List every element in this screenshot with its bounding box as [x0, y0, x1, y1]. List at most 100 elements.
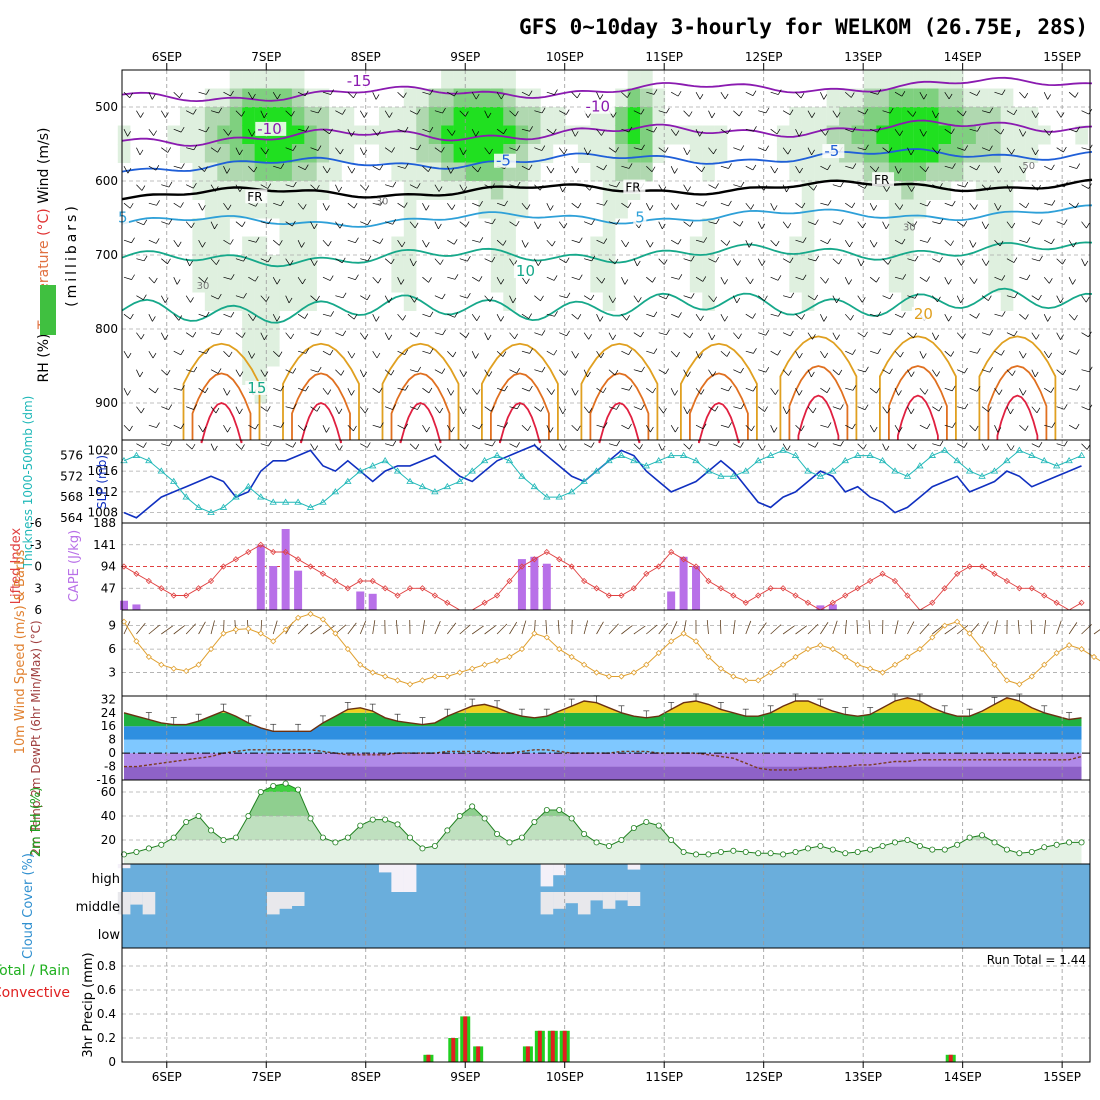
upper-wind-barb-flag	[591, 219, 595, 225]
rh-marker	[518, 834, 525, 841]
thickness-marker	[518, 472, 526, 479]
upper-wind-barb	[397, 313, 403, 321]
wind-speed-marker	[220, 630, 227, 637]
upper-wind-barb	[285, 110, 292, 117]
rh-shade-cell	[789, 144, 802, 163]
upper-wind-barb	[1081, 369, 1090, 373]
upper-wind-barb	[235, 110, 242, 117]
rh-shade-cell	[329, 125, 342, 145]
rh-shade-cell	[876, 107, 889, 126]
upper-wind-barb	[844, 240, 850, 248]
rh-shade-cell	[279, 162, 293, 182]
upper-wind-barb	[1006, 406, 1011, 415]
rh-marker	[991, 839, 998, 846]
rh-shade-cell	[1000, 236, 1014, 256]
upper-wind-barb-flag	[317, 366, 322, 373]
upper-wind-barb	[447, 166, 452, 174]
upper-wind-barb	[857, 443, 864, 450]
upper-wind-barb-flag	[414, 222, 419, 229]
rh-shade-cell	[602, 144, 616, 163]
upper-wind-barb-flag	[840, 219, 844, 225]
upper-wind-barb-flag	[666, 329, 670, 335]
upper-wind-barb	[161, 258, 168, 265]
thickness-marker	[480, 456, 489, 464]
precip-legend-conv: Convective	[0, 985, 70, 1001]
upper-wind-barb-flag	[1084, 260, 1089, 267]
upper-wind-barb-flag	[913, 332, 917, 339]
upper-wind-barb-flag	[230, 274, 235, 280]
rh-shade-cell	[267, 255, 280, 274]
rh-shade-cell	[926, 70, 939, 89]
upper-wind-barb-flag	[964, 403, 969, 409]
upper-wind-barb	[845, 424, 853, 430]
upper-wind-barb-flag	[351, 167, 356, 174]
upper-wind-barb-flag	[1038, 294, 1042, 301]
upper-wind-barb-flag	[653, 89, 658, 95]
upper-wind-barb-flag	[976, 164, 980, 171]
upper-wind-barb	[608, 184, 617, 188]
surface-wind-barb	[422, 620, 426, 635]
thickness-marker	[829, 467, 837, 474]
upper-wind-barb-flag	[438, 186, 443, 192]
cape-bar	[294, 570, 303, 610]
cape-bar	[828, 604, 837, 610]
upper-wind-barb	[571, 276, 580, 281]
upper-wind-barb	[670, 128, 677, 136]
upper-wind-barb-flag	[565, 109, 570, 115]
upper-wind-barb-flag	[752, 90, 757, 96]
rh-shade-cell	[291, 107, 305, 126]
upper-wind-barb-flag	[453, 239, 458, 245]
upper-wind-barb	[273, 165, 281, 169]
lifted-index-marker	[344, 585, 351, 592]
upper-wind-barb-flag	[489, 148, 493, 155]
rh-shade-cell	[963, 107, 977, 126]
lifted-index-marker	[568, 563, 575, 570]
upper-wind-barb-flag	[865, 366, 869, 373]
isotherm-freezing	[121, 178, 1093, 201]
upper-wind-barb	[882, 332, 891, 336]
upper-wind-barb-flag	[140, 407, 145, 414]
upper-wind-barb-flag	[293, 181, 297, 188]
upper-wind-barb	[372, 202, 381, 206]
upper-wind-barb	[422, 203, 427, 211]
rh-marker	[867, 846, 874, 853]
rh-marker	[456, 813, 463, 820]
rh-shade-cell	[403, 144, 417, 163]
upper-wind-barb	[683, 332, 691, 339]
upper-wind-barb	[434, 147, 442, 153]
upper-wind-barb	[708, 258, 716, 263]
upper-wind-barb	[1043, 92, 1048, 100]
upper-wind-barb	[385, 221, 393, 225]
rh-shade-cell	[267, 273, 280, 293]
upper-wind-barb-flag	[827, 422, 832, 428]
upper-wind-barb-flag	[268, 218, 272, 224]
upper-wind-barb	[869, 425, 875, 433]
thickness-marker	[269, 498, 277, 505]
rh-shade-cell	[267, 107, 280, 126]
upper-wind-barb	[745, 91, 754, 96]
upper-wind-barb-flag	[661, 223, 666, 230]
upper-wind-barb-flag	[378, 387, 383, 394]
upper-wind-barb-flag	[465, 111, 469, 117]
cloud-cell	[378, 864, 392, 873]
thickness-marker	[742, 467, 750, 474]
surface-wind-barb	[782, 625, 795, 635]
upper-wind-barb	[1044, 387, 1052, 393]
rh-shade-cell	[192, 181, 206, 200]
upper-wind-barb	[558, 369, 566, 376]
warm-isotherm-loop	[788, 365, 849, 440]
isotherm-label: FR	[247, 190, 262, 204]
rh-shade-cell	[378, 107, 392, 126]
upper-wind-barb	[621, 128, 630, 133]
upper-wind-barb	[521, 240, 526, 248]
isotherm-label-bg	[255, 121, 287, 136]
upper-wind-barb	[708, 295, 714, 302]
rh-shade-cell	[329, 107, 342, 126]
rh-shade-cell	[341, 107, 355, 126]
upper-wind-barb-flag	[711, 334, 716, 341]
upper-wind-barb-flag	[823, 316, 828, 322]
upper-wind-barb	[198, 387, 206, 394]
upper-wind-barb-flag	[652, 277, 656, 283]
upper-wind-barb	[981, 332, 990, 336]
